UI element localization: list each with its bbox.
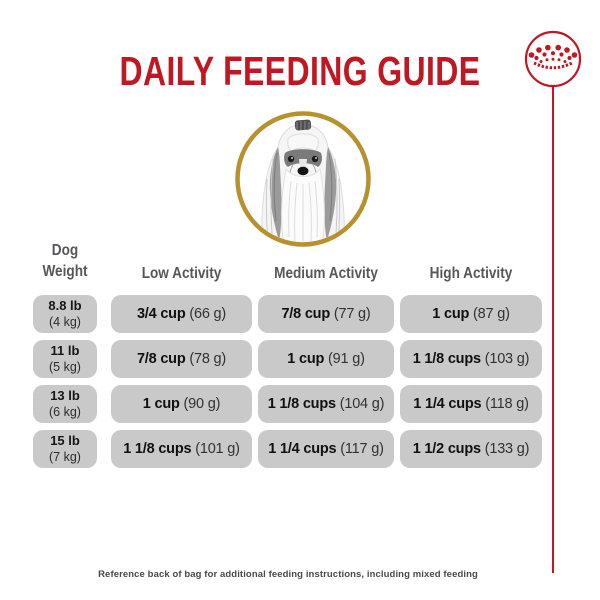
gram-amount: (118 g) [485, 396, 529, 412]
gram-amount: (117 g) [340, 441, 384, 457]
feeding-cell: 3/4 cup (66 g) [111, 295, 252, 333]
weight-lb: 15 lb [50, 433, 80, 448]
gram-amount: (77 g) [333, 306, 371, 322]
header-high-activity: High Activity [429, 265, 513, 282]
gram-amount: (91 g) [328, 351, 365, 367]
feeding-cell: 1 cup (90 g) [111, 385, 252, 423]
weight-cell: 11 lb (5 kg) [33, 340, 97, 378]
feeding-cell: 7/8 cup (78 g) [111, 340, 252, 378]
feeding-cell: 1 1/4 cups (118 g) [400, 385, 542, 423]
cup-amount: 3/4 cup [136, 306, 186, 322]
cup-amount: 7/8 cup [281, 306, 331, 322]
gram-amount: (104 g) [339, 396, 385, 412]
gram-amount: (78 g) [189, 351, 227, 367]
header-dog-weight-line1: Dog [51, 242, 79, 259]
weight-cell: 13 lb (6 kg) [33, 385, 97, 423]
cup-amount: 1 1/8 cups [123, 441, 192, 457]
cup-amount: 1 1/2 cups [412, 441, 481, 457]
gram-amount: (133 g) [484, 441, 530, 457]
logo-vertical-rule [552, 87, 554, 573]
cup-amount: 1 1/4 cups [413, 396, 482, 412]
weight-lb: 8.8 lb [48, 298, 82, 313]
cup-amount: 1 cup [287, 351, 325, 367]
weight-lb: 11 lb [50, 343, 80, 358]
cup-amount: 1 cup [142, 396, 180, 412]
feeding-cell: 1 cup (87 g) [400, 295, 542, 333]
shih-tzu-illustration [235, 111, 371, 247]
gram-amount: (90 g) [183, 396, 221, 412]
header-medium-activity: Medium Activity [274, 265, 378, 282]
feeding-cell: 1 cup (91 g) [258, 340, 394, 378]
gram-amount: (87 g) [473, 306, 510, 322]
gram-amount: (103 g) [484, 351, 530, 367]
cup-amount: 7/8 cup [136, 351, 186, 367]
feeding-cell: 1 1/2 cups (133 g) [400, 430, 542, 468]
weight-kg: (4 kg) [49, 315, 81, 329]
header-low-activity: Low Activity [141, 265, 222, 282]
feeding-cell: 1 1/8 cups (101 g) [111, 430, 252, 468]
weight-kg: (5 kg) [49, 360, 81, 374]
header-dog-weight: Dog Weight [38, 240, 92, 282]
cup-amount: 1 1/8 cups [412, 351, 481, 367]
cup-amount: 1 1/4 cups [268, 441, 337, 457]
feeding-cell: 1 1/8 cups (104 g) [258, 385, 394, 423]
footer-note: Reference back of bag for additional fee… [98, 569, 478, 580]
cup-amount: 1 cup [432, 306, 470, 322]
feeding-cell: 7/8 cup (77 g) [258, 295, 394, 333]
gram-amount: (101 g) [195, 441, 240, 457]
shih-tzu-photo [233, 109, 373, 249]
header-dog-weight-line2: Weight [42, 263, 88, 280]
weight-kg: (7 kg) [49, 450, 81, 464]
feeding-cell: 1 1/8 cups (103 g) [400, 340, 542, 378]
gram-amount: (66 g) [189, 306, 227, 322]
crown-logo-svg [524, 30, 582, 88]
cup-amount: 1 1/8 cups [267, 396, 336, 412]
weight-lb: 13 lb [50, 388, 80, 403]
royal-canin-crown-icon [523, 29, 583, 89]
weight-cell: 8.8 lb (4 kg) [33, 295, 97, 333]
weight-cell: 15 lb (7 kg) [33, 430, 97, 468]
feeding-cell: 1 1/4 cups (117 g) [258, 430, 394, 468]
weight-kg: (6 kg) [49, 405, 81, 419]
page-title: DAILY FEEDING GUIDE [119, 48, 481, 94]
